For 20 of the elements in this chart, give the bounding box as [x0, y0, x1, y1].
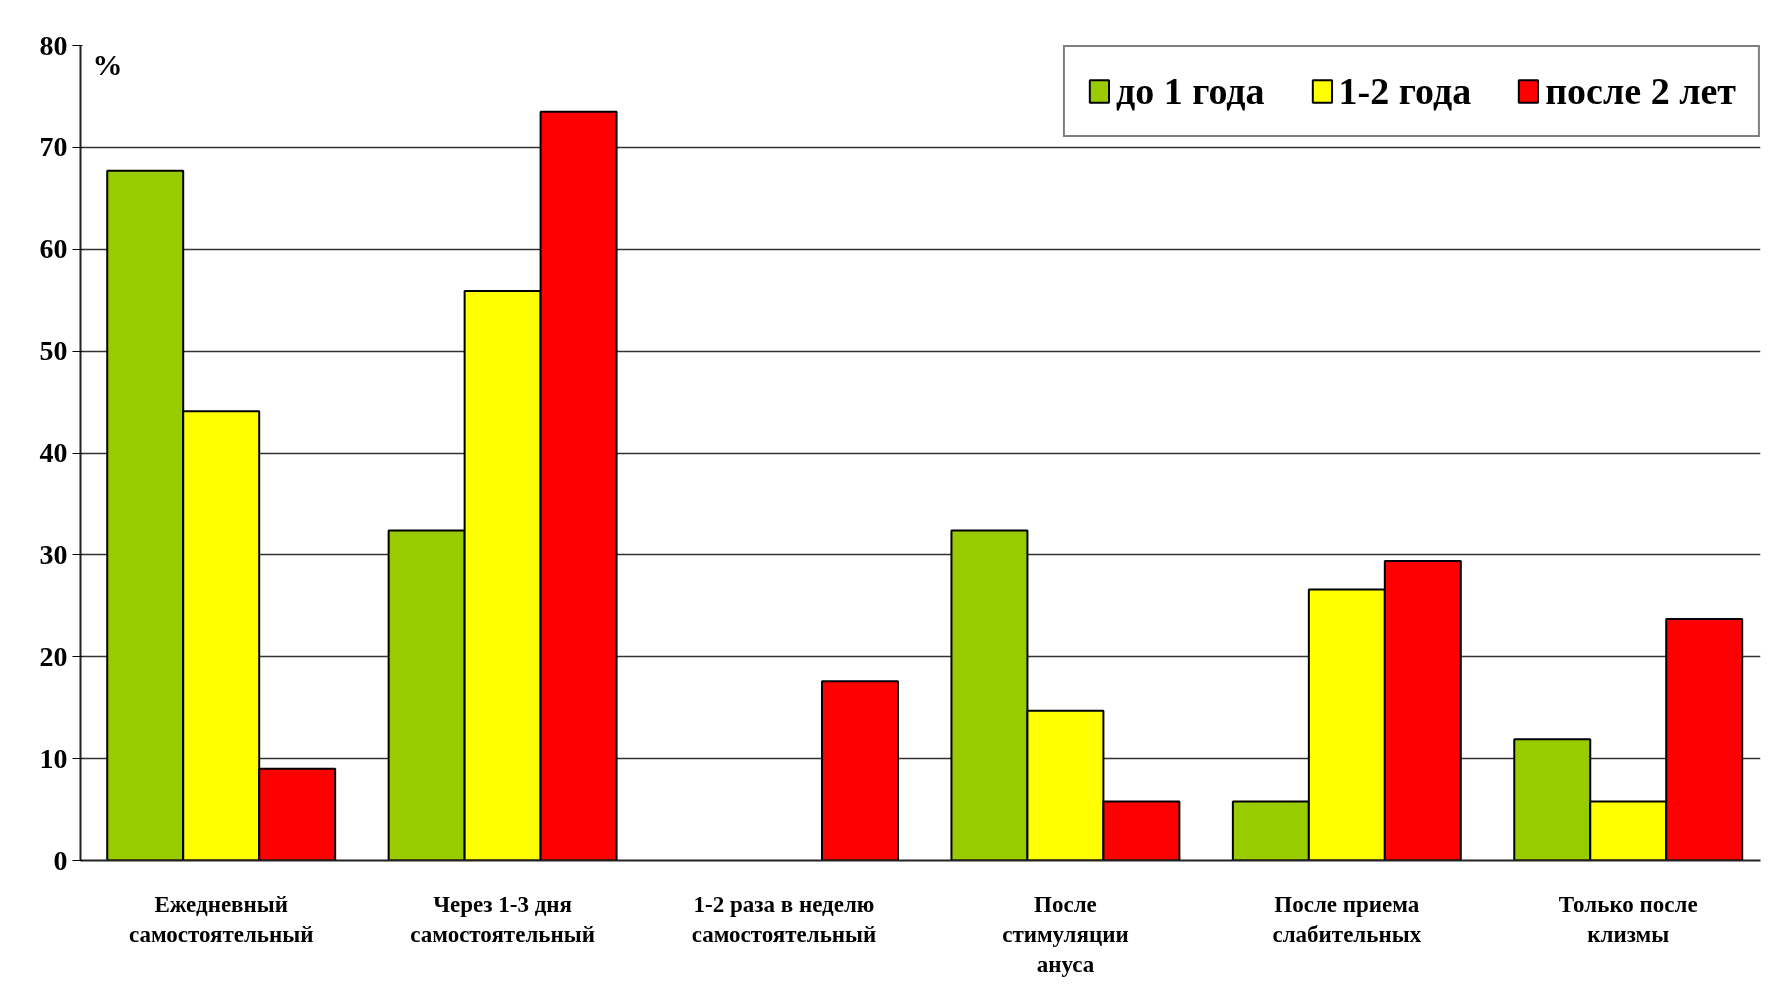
y-tick-label: 40	[39, 437, 68, 468]
legend-label: после 2 лет	[1545, 69, 1736, 113]
y-tick-label: 70	[39, 131, 68, 163]
y-tick-label: 10	[39, 742, 68, 774]
legend-label: 1-2 года	[1338, 69, 1472, 113]
y-axis-title: %	[92, 47, 123, 81]
bar	[821, 680, 899, 861]
y-tick-label: 0	[53, 844, 68, 876]
y-tick-label: 30	[39, 538, 68, 570]
y-tick-label: 60	[39, 233, 68, 265]
x-tick-label: Ежедневный самостоятельный	[128, 891, 314, 947]
y-tick-label: 20	[39, 640, 68, 672]
x-tick-label: Через 1-3 дня самостоятельный	[410, 891, 595, 947]
y-tick-label: 80	[39, 29, 68, 61]
x-tick-label: Только после клизмы	[1558, 891, 1698, 947]
legend-label: до 1 года	[1115, 69, 1265, 113]
x-tick-label: После стимуляции ануса	[1002, 891, 1129, 977]
x-tick-label: После приема слабительных	[1272, 891, 1422, 947]
y-tick-label: 50	[39, 335, 68, 367]
x-tick-label: 1-2 раза в неделю самостоятельный	[691, 891, 877, 947]
